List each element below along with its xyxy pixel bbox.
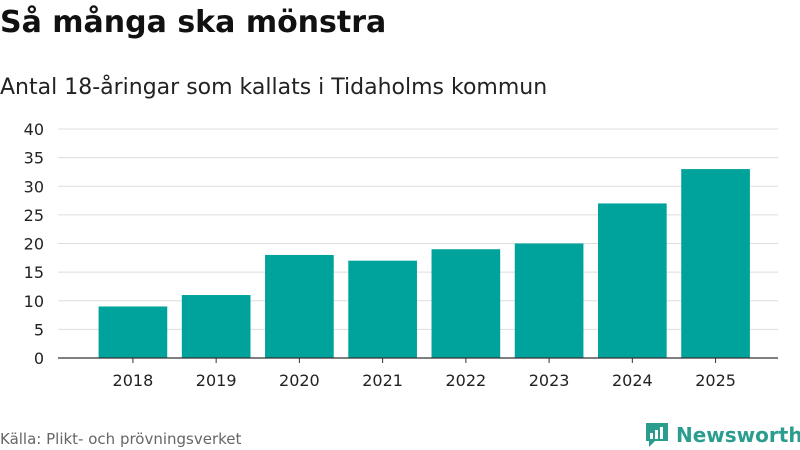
grid-lines [58, 128, 778, 330]
brand-logo: Newsworthy [644, 420, 800, 450]
y-tick-label: 20 [24, 235, 44, 254]
chart-title: Så många ska mönstra [0, 5, 387, 40]
x-tick-label: 2018 [113, 371, 154, 390]
bar-2018 [98, 306, 168, 358]
bar-2024 [598, 203, 667, 358]
y-tick-label: 5 [34, 320, 44, 339]
chart-subtitle: Antal 18-åringar som kallats i Tidaholms… [0, 75, 548, 100]
source-note: Källa: Plikt- och prövningsverket [0, 430, 242, 448]
x-tick-label: 2025 [695, 371, 736, 390]
y-tick-label: 10 [24, 292, 44, 311]
x-axis-ticks: 2018 2019 2020 2021 2022 2023 2024 2025 [113, 358, 736, 390]
bar-2019 [181, 295, 251, 358]
bar-2021 [348, 260, 417, 358]
bar-2023 [514, 243, 584, 358]
x-tick-label: 2020 [279, 371, 320, 390]
y-tick-label: 35 [24, 149, 44, 168]
y-tick-label: 15 [24, 263, 44, 282]
y-tick-label: 25 [24, 206, 44, 225]
x-tick-label: 2024 [612, 371, 653, 390]
y-tick-label: 0 [34, 349, 44, 368]
x-tick-label: 2021 [362, 371, 403, 390]
x-tick-label: 2023 [529, 371, 570, 390]
y-tick-label: 40 [24, 120, 44, 139]
bar-2022 [431, 249, 501, 358]
x-tick-label: 2019 [196, 371, 237, 390]
brand-name: Newsworthy [676, 423, 800, 447]
bar-2020 [265, 254, 334, 358]
y-axis-ticks: 0 5 10 15 20 25 30 35 40 [24, 120, 44, 368]
x-tick-label: 2022 [446, 371, 487, 390]
bars [98, 169, 750, 358]
bar-2025 [681, 169, 750, 358]
newsworthy-logo-icon [646, 423, 668, 447]
y-tick-label: 30 [24, 177, 44, 196]
